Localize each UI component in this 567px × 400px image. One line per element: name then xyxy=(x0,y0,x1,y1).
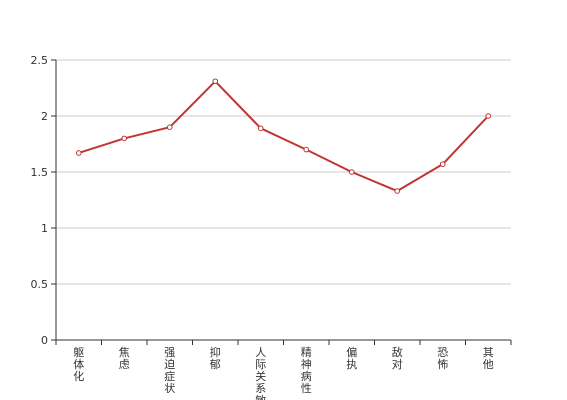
x-tick-label: 强迫症状 xyxy=(164,346,175,395)
x-tick-label-char: 他 xyxy=(483,358,494,371)
x-tick-label: 抑郁 xyxy=(210,345,221,371)
x-tick-label-char: 恐 xyxy=(437,346,448,359)
data-point xyxy=(348,169,355,175)
gridlines xyxy=(56,59,511,285)
series-layer xyxy=(75,78,492,194)
y-axis-ticks: 0 0.5 1 1.5 2 2.5 xyxy=(31,54,56,347)
x-tick-label: 敌对 xyxy=(392,345,403,371)
data-point xyxy=(394,188,401,194)
axes xyxy=(55,60,511,341)
x-tick-label-char: 焦 xyxy=(119,346,130,359)
x-tick-label-char: 化 xyxy=(73,369,84,383)
x-tick-label: 偏执 xyxy=(346,345,357,371)
x-tick-label-char: 对 xyxy=(392,357,403,371)
x-tick-label-char: 执 xyxy=(346,357,357,371)
x-tick-label: 其他 xyxy=(483,346,494,371)
x-tick-label-char: 其 xyxy=(483,346,494,359)
data-point xyxy=(303,146,310,153)
y-tick-label: 2.5 xyxy=(31,54,49,67)
x-axis-ticks: 躯体化 焦虑 强迫症状 抑郁 人际关系敏感 精神病性 偏执 敌对 恐怖 其他 xyxy=(55,340,512,400)
x-tick-label: 人际关系敏感 xyxy=(255,346,266,400)
y-tick-label: 0 xyxy=(41,334,48,347)
x-tick-label-char: 敏 xyxy=(255,393,266,400)
x-tick-label-char: 迫 xyxy=(164,357,175,371)
y-tick-label: 1.5 xyxy=(31,166,49,179)
x-tick-label: 焦虑 xyxy=(119,346,130,371)
x-tick-label-char: 怖 xyxy=(437,357,448,371)
x-tick-label-char: 躯 xyxy=(73,346,84,359)
data-point xyxy=(166,124,173,130)
x-tick-label-char: 性 xyxy=(301,381,312,395)
x-tick-label: 恐怖 xyxy=(437,346,448,371)
x-tick-label-char: 强 xyxy=(164,346,175,359)
x-tick-label-char: 病 xyxy=(301,369,312,383)
x-tick-label-char: 际 xyxy=(255,358,266,371)
y-tick-label: 2 xyxy=(41,110,48,123)
data-point xyxy=(257,125,264,132)
y-tick-label: 0.5 xyxy=(31,278,49,291)
x-tick-label-char: 系 xyxy=(255,382,266,395)
x-tick-label-char: 体 xyxy=(73,357,84,371)
x-tick-label-char: 关 xyxy=(255,369,266,383)
x-tick-label-char: 神 xyxy=(301,357,312,371)
x-tick-label-char: 郁 xyxy=(210,357,221,371)
data-point xyxy=(439,161,446,167)
x-tick-label: 躯体化 xyxy=(73,346,84,383)
x-tick-label-char: 抑 xyxy=(210,345,221,359)
y-tick-label: 1 xyxy=(41,222,48,235)
data-point xyxy=(121,135,128,142)
series-line xyxy=(78,80,489,193)
x-tick-label-char: 状 xyxy=(164,381,175,395)
x-tick-label-char: 偏 xyxy=(346,345,357,359)
data-point xyxy=(485,113,492,119)
data-point xyxy=(75,150,82,156)
data-point xyxy=(212,78,219,85)
x-tick-label-char: 虑 xyxy=(119,358,130,371)
x-tick-label-char: 敌 xyxy=(392,345,403,359)
x-tick-label-char: 人 xyxy=(255,346,266,359)
x-tick-label-char: 精 xyxy=(301,346,312,359)
x-tick-label: 精神病性 xyxy=(301,346,312,395)
x-tick-label-char: 症 xyxy=(164,369,175,383)
